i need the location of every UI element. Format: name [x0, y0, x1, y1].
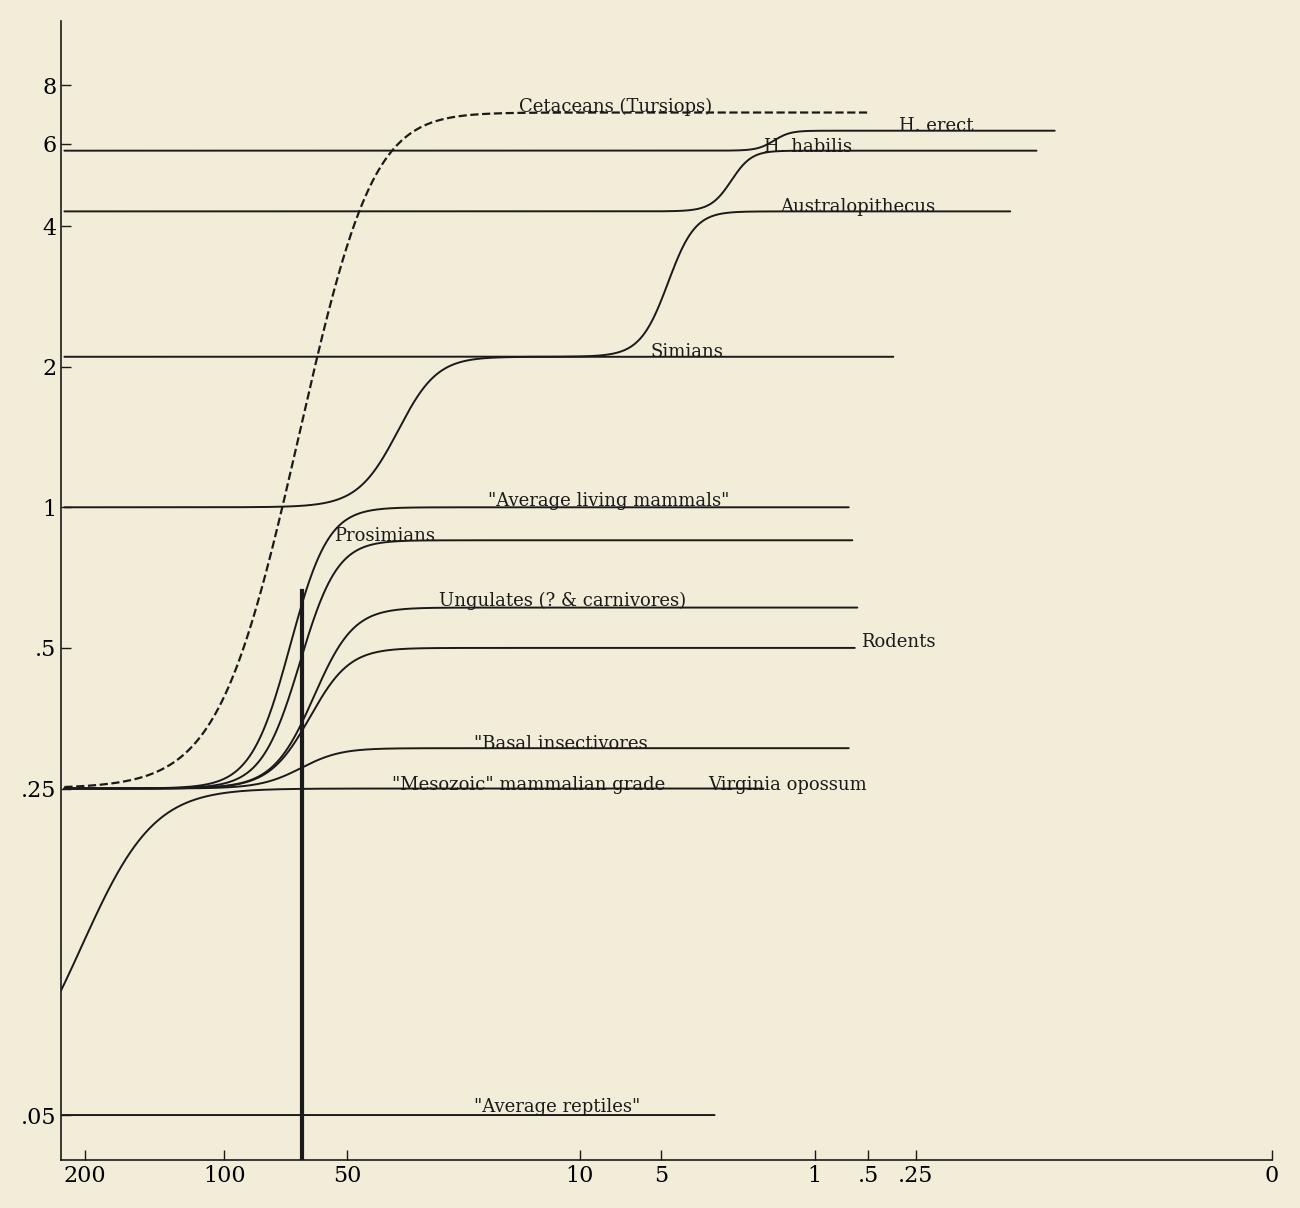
Text: H. habilis: H. habilis [763, 138, 852, 156]
Text: Simians: Simians [650, 343, 723, 361]
Text: Ungulates (? & carnivores): Ungulates (? & carnivores) [438, 592, 686, 610]
Text: "Average reptiles": "Average reptiles" [474, 1098, 641, 1116]
Text: Rodents: Rodents [861, 633, 936, 651]
Text: "Mesozoic" mammalian grade: "Mesozoic" mammalian grade [391, 776, 664, 794]
Text: H. erect: H. erect [900, 117, 974, 135]
Text: Prosimians: Prosimians [334, 527, 436, 545]
Text: Cetaceans (Tursiops): Cetaceans (Tursiops) [519, 98, 711, 116]
Text: "Basal insectivores: "Basal insectivores [474, 734, 647, 753]
Text: "Average living mammals": "Average living mammals" [488, 493, 729, 510]
Text: Australopithecus: Australopithecus [780, 198, 935, 216]
Text: Virginia opossum: Virginia opossum [708, 776, 867, 794]
